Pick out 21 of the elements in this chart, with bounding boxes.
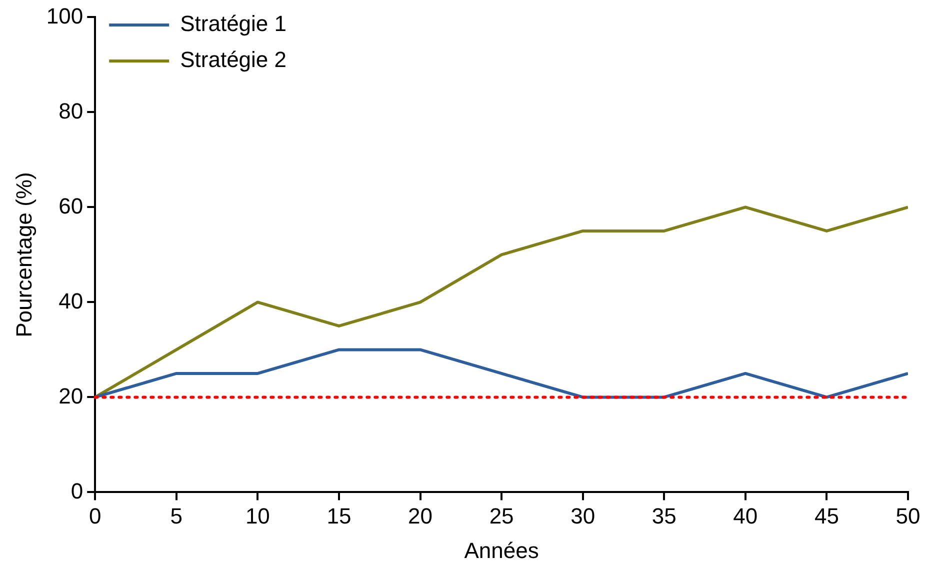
x-tick-label: 10	[245, 503, 270, 528]
x-tick-label: 50	[896, 503, 920, 528]
y-tick-label: 0	[70, 478, 84, 504]
x-tick-label: 25	[489, 503, 514, 528]
x-tick-label: 45	[814, 503, 839, 528]
x-tick-label: 5	[170, 503, 183, 528]
x-tick-label: 40	[733, 503, 758, 528]
x-tick-label: 30	[570, 503, 596, 528]
y-tick-label: 20	[58, 383, 84, 408]
y-tick-label: 80	[58, 98, 84, 124]
legend-label: Stratégie 2	[180, 47, 287, 72]
x-tick-label: 0	[88, 503, 102, 528]
x-axis-title: Années	[464, 538, 539, 563]
legend-label: Stratégie 1	[180, 11, 287, 36]
x-tick-label: 15	[326, 503, 352, 528]
y-tick-label: 40	[58, 288, 84, 314]
y-tick-label: 100	[46, 3, 84, 28]
x-tick-label: 35	[652, 503, 676, 528]
x-tick-label: 20	[408, 503, 433, 528]
y-axis-title: Pourcentage (%)	[11, 172, 36, 338]
y-tick-label: 60	[58, 193, 84, 218]
